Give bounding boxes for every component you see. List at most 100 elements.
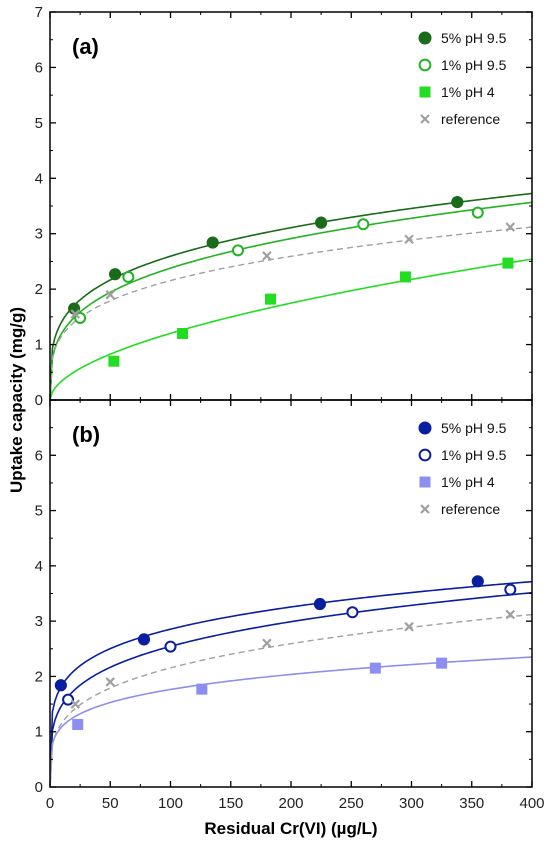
legend-marker-5pct-ph-9-5 bbox=[418, 31, 432, 45]
data-point-5pct-ph-9-5 bbox=[471, 575, 484, 588]
series-1pct-ph-4 bbox=[72, 657, 448, 731]
legend-label-reference: reference bbox=[441, 501, 500, 517]
legend-marker-1pct-ph-9-5 bbox=[418, 448, 432, 462]
legend-marker-reference bbox=[420, 114, 430, 124]
y-tick-label: 4 bbox=[35, 558, 43, 575]
x-tick-label: 100 bbox=[158, 795, 183, 812]
data-point-1pct-ph-9-5 bbox=[164, 640, 177, 653]
fit-line-1pct-ph-4 bbox=[50, 258, 532, 400]
legend-item-reference: reference bbox=[420, 111, 500, 127]
series-1pct-ph-9-5 bbox=[74, 206, 484, 324]
panel-a-legend: 5% pH 9.5 1% pH 9.5 1% pH 4 reference bbox=[418, 30, 507, 127]
series-5pct-ph-9-5 bbox=[54, 575, 484, 692]
data-point-1pct-ph-4 bbox=[502, 257, 514, 269]
y-tick-label: 3 bbox=[35, 226, 43, 243]
data-point-1pct-ph-9-5 bbox=[62, 693, 75, 706]
series-reference bbox=[70, 222, 516, 319]
legend-item-reference: reference bbox=[420, 501, 500, 517]
fit-line-1pct-ph-4 bbox=[50, 656, 532, 787]
data-point-1pct-ph-9-5 bbox=[346, 606, 359, 619]
series-5pct-ph-9-5 bbox=[68, 196, 464, 315]
y-tick-label: 1 bbox=[35, 724, 43, 741]
x-axis-title: Residual Cr(VI) (µg/L) bbox=[204, 819, 377, 838]
fit-line-5pct-ph-9-5 bbox=[50, 192, 532, 400]
x-tick-label: 50 bbox=[102, 795, 119, 812]
chart-body: 0 1 2 3 4 5 6 7 (a) 5% pH 9.5 1% pH 9.5 1% pH 4 refe… bbox=[35, 4, 545, 812]
fit-line-reference bbox=[50, 226, 532, 400]
legend-marker-1pct-ph-4 bbox=[419, 86, 431, 98]
legend-label-1pct-ph-9-5: 1% pH 9.5 bbox=[441, 447, 507, 463]
legend-marker-5pct-ph-9-5 bbox=[418, 421, 432, 435]
data-point-1pct-ph-4 bbox=[177, 327, 189, 339]
data-point-1pct-ph-9-5 bbox=[231, 244, 244, 257]
y-tick-label: 7 bbox=[35, 4, 43, 21]
data-point-1pct-ph-9-5 bbox=[471, 206, 484, 219]
panel-b-frame bbox=[49, 399, 533, 788]
panel-a-label: (a) bbox=[72, 34, 99, 59]
x-tick-label: 200 bbox=[278, 795, 303, 812]
legend-item-5pct-ph-9-5: 5% pH 9.5 bbox=[418, 30, 507, 46]
y-tick-label: 2 bbox=[35, 281, 43, 298]
data-point-1pct-ph-4 bbox=[369, 662, 381, 674]
data-point-reference bbox=[262, 251, 272, 261]
data-point-1pct-ph-9-5 bbox=[504, 583, 517, 596]
legend-item-1pct-ph-4: 1% pH 4 bbox=[419, 84, 495, 100]
fit-line-1pct-ph-9-5 bbox=[50, 591, 532, 787]
legend-marker-reference bbox=[420, 504, 430, 514]
data-point-1pct-ph-4 bbox=[399, 271, 411, 283]
legend-marker-1pct-ph-4 bbox=[419, 476, 431, 488]
y-tick-label: 6 bbox=[35, 447, 43, 464]
panel-b-label: (b) bbox=[72, 422, 100, 447]
x-tick-label: 400 bbox=[519, 795, 544, 812]
legend-item-1pct-ph-9-5: 1% pH 9.5 bbox=[418, 57, 507, 73]
legend-label-5pct-ph-9-5: 5% pH 9.5 bbox=[441, 420, 507, 436]
legend-marker-1pct-ph-9-5 bbox=[418, 58, 432, 72]
legend-label-5pct-ph-9-5: 5% pH 9.5 bbox=[441, 30, 507, 46]
data-point-reference bbox=[105, 289, 116, 300]
data-point-5pct-ph-9-5 bbox=[313, 597, 327, 611]
legend-item-5pct-ph-9-5: 5% pH 9.5 bbox=[418, 420, 507, 436]
series-1pct-ph-4 bbox=[108, 257, 514, 367]
y-tick-label: 3 bbox=[35, 613, 43, 630]
data-point-1pct-ph-4 bbox=[265, 293, 277, 305]
y-tick-label: 1 bbox=[35, 337, 43, 354]
data-point-reference bbox=[404, 234, 414, 245]
data-point-1pct-ph-9-5 bbox=[122, 270, 135, 283]
data-point-1pct-ph-4 bbox=[108, 355, 120, 367]
legend-label-1pct-ph-4: 1% pH 4 bbox=[441, 84, 495, 100]
legend-label-1pct-ph-4: 1% pH 4 bbox=[441, 474, 495, 490]
x-tick-label: 250 bbox=[339, 795, 364, 812]
fit-line-reference bbox=[50, 613, 532, 787]
y-tick-label: 5 bbox=[35, 503, 43, 520]
x-tick-label: 350 bbox=[459, 795, 484, 812]
y-tick-label: 0 bbox=[35, 392, 43, 409]
data-point-5pct-ph-9-5 bbox=[108, 268, 122, 281]
data-point-5pct-ph-9-5 bbox=[315, 216, 328, 229]
legend-item-1pct-ph-4: 1% pH 4 bbox=[419, 474, 495, 490]
data-point-1pct-ph-9-5 bbox=[357, 218, 370, 231]
panel-b: 0 1 2 3 4 5 6 (b) 5% pH 9.5 1% pH 9.5 1% pH 4 refer… bbox=[35, 399, 533, 796]
fit-line-1pct-ph-9-5 bbox=[50, 201, 532, 400]
x-tick-label: 0 bbox=[46, 795, 54, 812]
fit-line-5pct-ph-9-5 bbox=[50, 580, 532, 787]
legend-label-reference: reference bbox=[441, 111, 500, 127]
data-point-5pct-ph-9-5 bbox=[451, 196, 464, 209]
series-reference bbox=[70, 609, 516, 709]
panel-a-fits bbox=[50, 192, 532, 400]
data-point-reference bbox=[105, 677, 116, 687]
data-point-reference bbox=[70, 309, 81, 319]
data-point-reference bbox=[262, 638, 272, 649]
y-axis-title: Uptake capacity (mg/g) bbox=[7, 307, 26, 493]
data-point-1pct-ph-4 bbox=[436, 657, 448, 669]
data-point-1pct-ph-4 bbox=[196, 683, 208, 695]
x-tick-label: 150 bbox=[218, 795, 243, 812]
y-tick-label: 6 bbox=[35, 59, 43, 76]
data-point-reference bbox=[505, 609, 516, 620]
y-tick-label: 2 bbox=[35, 668, 43, 685]
series-1pct-ph-9-5 bbox=[62, 583, 517, 706]
panel-b-fits bbox=[50, 580, 532, 787]
panel-b-legend: 5% pH 9.5 1% pH 9.5 1% pH 4 reference bbox=[418, 420, 507, 517]
data-point-5pct-ph-9-5 bbox=[54, 679, 67, 692]
data-point-1pct-ph-4 bbox=[72, 719, 84, 731]
